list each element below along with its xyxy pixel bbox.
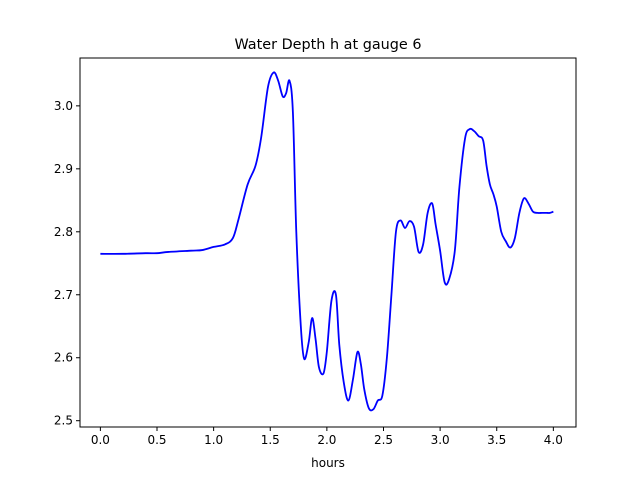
x-tick-label: 2.0 [317,433,336,447]
series-line [100,71,554,412]
plot-frame [79,57,577,428]
y-tick-label: 2.6 [54,351,73,365]
y-tick-label: 2.8 [54,225,73,239]
y-tick-label: 3.0 [54,99,73,113]
y-tick-label: 2.5 [54,414,73,428]
x-tick-label: 2.5 [374,433,393,447]
x-tick-label: 1.0 [204,433,223,447]
x-tick-label: 1.5 [261,433,280,447]
x-tick-label: 3.5 [487,433,506,447]
ticks: 0.0 0.5 1.0 1.5 2.0 2.5 3.0 3.5 4.0 2.5 2.6 2.7 2.8 2… [54,99,563,447]
x-tick-label: 0.0 [91,433,110,447]
x-tick-label: 4.0 [544,433,563,447]
x-tick-label: 3.0 [431,433,450,447]
y-tick-label: 2.7 [54,288,73,302]
x-axis-label: hours [311,456,345,470]
chart-title: Water Depth h at gauge 6 [234,37,421,53]
x-tick-label: 0.5 [147,433,166,447]
y-tick-label: 2.9 [54,162,73,176]
